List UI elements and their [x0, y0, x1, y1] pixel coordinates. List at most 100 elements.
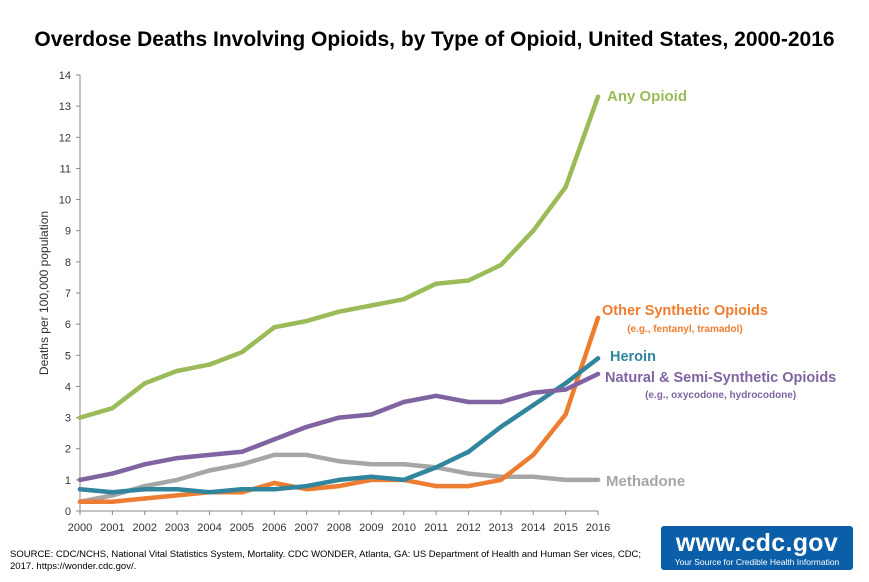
y-tick-label: 1 [65, 475, 71, 487]
data-point [595, 371, 601, 377]
data-point [433, 483, 439, 489]
data-point [272, 480, 277, 486]
data-point [239, 462, 245, 467]
series-label: Any Opioid [607, 88, 687, 105]
data-point [401, 399, 406, 405]
data-point [272, 452, 277, 458]
x-tick-label: 2007 [294, 522, 318, 534]
series-2 [77, 356, 601, 495]
y-tick-label: 11 [60, 163, 71, 175]
data-point [142, 381, 147, 386]
data-point [401, 297, 406, 302]
series-labels: Methadone Other Synthetic Opioids (e.g., f… [602, 88, 836, 490]
data-point [595, 356, 601, 361]
y-tick-label: 10 [59, 195, 71, 207]
data-point [498, 477, 504, 483]
x-tick-label: 2016 [586, 522, 610, 534]
x-tick-label: 2014 [521, 522, 545, 534]
data-point [531, 452, 536, 458]
x-tick-label: 2005 [230, 522, 254, 534]
x-tick-label: 2009 [359, 522, 383, 534]
data-point [563, 381, 568, 386]
data-point [304, 318, 309, 324]
data-point [531, 228, 536, 233]
y-tick-label: 4 [65, 381, 71, 393]
y-tick-label: 14 [59, 70, 71, 82]
data-point [207, 468, 212, 473]
data-point [433, 281, 439, 286]
data-point [207, 362, 212, 367]
series-3 [77, 371, 601, 483]
data-point [174, 487, 180, 492]
y-tick-label: 12 [59, 132, 71, 144]
data-point [110, 471, 115, 476]
data-point [401, 477, 406, 483]
series-line [77, 315, 601, 504]
source-note: SOURCE: CDC/NCHS, National Vital Statist… [10, 549, 642, 572]
data-point [174, 493, 180, 498]
series-line [77, 94, 601, 420]
data-point [239, 487, 245, 492]
series-note: (e.g., fentanyl, tramadol) [627, 324, 743, 335]
data-point [369, 412, 374, 417]
data-point [239, 349, 245, 355]
series-note: (e.g., oxycodone, hydrocodone) [645, 390, 796, 401]
x-tick-label: 2002 [133, 522, 157, 534]
x-tick-label: 2001 [100, 522, 124, 534]
data-point [563, 184, 568, 190]
data-point [336, 483, 342, 489]
y-tick-label: 6 [65, 319, 71, 331]
data-point [433, 393, 439, 398]
data-point [498, 262, 504, 268]
cdc-logo[interactable]: www.cdc.gov Your Source for Credible Hea… [661, 526, 853, 570]
data-point [336, 458, 342, 464]
data-point [207, 452, 212, 458]
data-point [142, 462, 147, 467]
data-point [466, 449, 471, 455]
data-point [336, 415, 342, 420]
data-point [401, 462, 406, 467]
y-axis-label: Deaths per 100,000 population [37, 211, 51, 375]
x-tick-label: 2015 [553, 522, 577, 534]
x-tick-label: 2004 [197, 522, 221, 534]
y-tick-label: 0 [65, 506, 71, 518]
series-4 [77, 94, 601, 420]
data-point [466, 483, 471, 489]
y-tick-label: 3 [65, 413, 71, 425]
data-point [595, 315, 601, 321]
data-point [272, 325, 277, 330]
data-point [304, 424, 309, 430]
data-point [563, 412, 568, 417]
data-point [369, 462, 374, 467]
x-tick-label: 2000 [68, 522, 92, 534]
series-label: Methadone [606, 473, 685, 490]
series-lines [77, 94, 601, 504]
data-point [563, 387, 568, 392]
data-point [466, 278, 471, 283]
data-point [369, 303, 374, 308]
series-label: Heroin [610, 349, 656, 365]
y-tick-label: 2 [65, 444, 71, 456]
data-point [304, 483, 309, 489]
data-point [272, 437, 277, 442]
data-point [174, 477, 180, 483]
data-point [466, 399, 471, 405]
data-point [531, 402, 536, 408]
y-tick-label: 9 [65, 226, 71, 238]
data-point [110, 499, 115, 504]
data-point [498, 424, 504, 430]
cdc-logo-url: www.cdc.gov [675, 529, 839, 557]
data-point [595, 477, 601, 483]
data-point [174, 455, 180, 461]
data-point [336, 309, 342, 314]
y-tick-label: 7 [65, 288, 71, 300]
cdc-logo-tagline: Your Source for Credible Health Informat… [674, 557, 840, 567]
series-1 [77, 315, 601, 504]
data-point [77, 487, 83, 492]
data-point [77, 499, 83, 504]
data-point [174, 368, 180, 374]
y-tick-label: 5 [65, 350, 71, 362]
data-point [272, 487, 277, 492]
